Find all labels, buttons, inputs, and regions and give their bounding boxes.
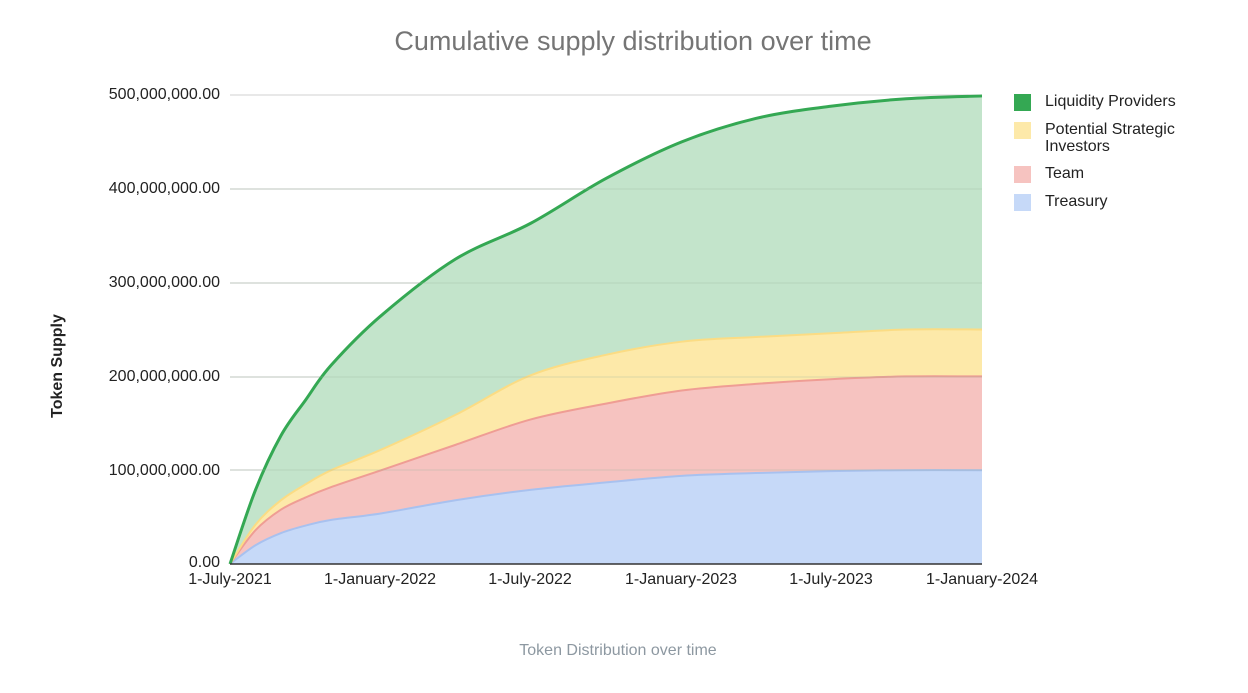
- area-treasury[interactable]: [230, 470, 982, 564]
- legend-swatch: [1014, 194, 1031, 211]
- legend-swatch: [1014, 94, 1031, 111]
- chart-title: Cumulative supply distribution over time: [394, 26, 872, 56]
- legend-item-liquidity-providers[interactable]: Liquidity Providers: [1014, 93, 1205, 111]
- legend-item-team[interactable]: Team: [1014, 165, 1205, 183]
- legend-label: Treasury: [1045, 193, 1108, 210]
- x-tick-label: 1-January-2022: [323, 571, 437, 588]
- legend-item-potential-strategic-investors[interactable]: Potential Strategic Investors: [1014, 121, 1205, 155]
- x-tick-label: 1-July-2022: [488, 571, 572, 588]
- chart-caption: Token Distribution over time: [519, 642, 717, 659]
- legend-label: Potential Strategic Investors: [1045, 121, 1175, 155]
- gridlines-overlay: [230, 188, 982, 471]
- x-tick-label: 1-January-2023: [624, 571, 738, 588]
- y-tick-label: 300,000,000.00: [108, 274, 220, 291]
- legend-swatch: [1014, 166, 1031, 183]
- line-liquidity-providers: [228, 94, 983, 565]
- legend-label: Team: [1045, 165, 1085, 182]
- x-tick-label: 1-July-2021: [188, 571, 272, 588]
- line-treasury: [229, 469, 983, 565]
- line-potential-strategic-investors: [229, 328, 983, 565]
- legend: Liquidity Providers Potential Strategic …: [1014, 93, 1205, 221]
- y-tick-label: 100,000,000.00: [108, 462, 220, 479]
- legend-item-treasury[interactable]: Treasury: [1014, 193, 1205, 211]
- y-tick-label: 400,000,000.00: [108, 180, 220, 197]
- line-team: [229, 375, 983, 565]
- legend-label: Liquidity Providers: [1045, 93, 1176, 110]
- legend-swatch: [1014, 122, 1031, 139]
- x-tick-label: 1-January-2024: [925, 571, 1039, 588]
- y-tick-label: 200,000,000.00: [108, 368, 220, 385]
- y-tick-label: 0.00: [188, 554, 220, 571]
- x-tick-label: 1-July-2023: [789, 571, 873, 588]
- y-tick-label: 500,000,000.00: [108, 86, 220, 103]
